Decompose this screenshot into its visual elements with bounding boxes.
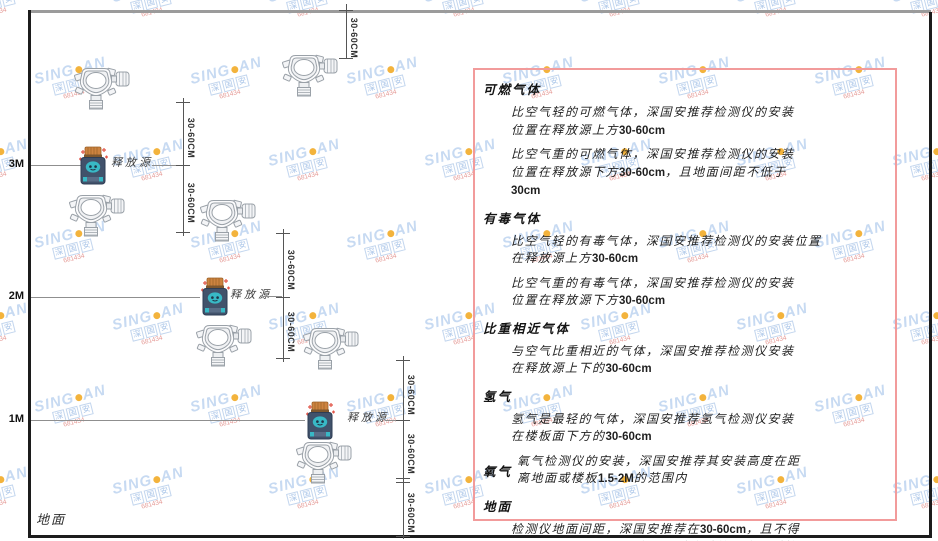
section-paragraph: 氢气是最轻的气体，深国安推荐氢气检测仪安装 在楼板面下方的30-60cm [511,411,795,444]
height-label: 1M [8,413,24,425]
ground-line [28,535,932,538]
dimension-tick [276,358,290,359]
height-label: 2M [8,290,24,302]
dimension-tick [176,165,190,166]
dimension-label-text: 30-60CM [186,117,196,159]
release-source-icon [200,277,230,317]
section-title: 氧气 [483,463,513,479]
dimension-tick [396,482,410,483]
ceiling-line [28,10,931,13]
dimension-tick [276,233,290,234]
dimension-connector-line [152,165,181,166]
gas-detector-icon [296,440,352,484]
dimension-label-text: 30-60CM [406,433,416,475]
section-paragraph: 检测仪地面间距，深国安推荐在30-60cm，且不得小于30cm，因为过低容易水溅… [511,521,801,541]
panel-section: 可燃气体比空气轻的可燃气体，深国安推荐检测仪的安装 位置在释放源上方30-60cm… [475,79,895,201]
dimension-label-text: 30-60CM [406,492,416,534]
wall-line [28,10,31,538]
section-title: 有毒气体 [483,210,542,226]
panel-section: 有毒气体比空气轻的有毒气体，深国安推荐检测仪的安装位置 在释放源上方30-60cm… [475,208,895,311]
section-title: 比重相近气体 [483,320,571,336]
dimension-label-text: 30-60CM [286,249,296,291]
dimension-label: 30-60CM [186,118,237,159]
dimension-label-text: 30-60CM [406,374,416,416]
dimension-label: 30-60CM [406,434,457,475]
dimension-label: 30-60CM [406,493,457,534]
section-paragraph: 氧气检测仪的安装，深国安推荐其安装高度在距 离地面或楼板1.5-2M的范围内 [517,453,801,486]
info-panel: 可燃气体比空气轻的可燃气体，深国安推荐检测仪的安装 位置在释放源上方30-60cm… [473,68,897,541]
dimension-label: 30-60CM [349,18,400,59]
dimension-line [346,4,347,58]
dimension-line [183,98,184,236]
dimension-connector-line [263,296,282,297]
right-border-line [929,12,932,538]
gas-detector-icon [282,53,338,97]
section-paragraph: 与空气比重相近的气体，深国安推荐检测仪安装 在释放源上下的30-60cm [511,343,795,376]
panel-section: 氢气氢气是最轻的气体，深国安推荐氢气检测仪安装 在楼板面下方的30-60cm [475,386,895,447]
release-source-label: 释放源 [230,288,272,301]
panel-section: 氧气 氧气检测仪的安装，深国安推荐其安装高度在距 离地面或楼板1.5-2M的范围内 [475,453,895,489]
dimension-label-text: 30-60CM [286,311,296,353]
dimension-tick [396,360,410,361]
release-source-icon [305,401,335,441]
section-title: 可燃气体 [483,82,542,97]
height-line [31,420,305,421]
height-label: 3M [8,158,24,170]
dimension-tick [176,102,190,103]
dimension-tick [276,297,290,298]
dimension-line [283,229,284,362]
dimension-label: 30-60CM [406,375,457,416]
dimension-label: 30-60CM [286,250,337,291]
gas-detector-icon [303,326,359,370]
gas-detector-icon [74,66,130,110]
dimension-connector-line [386,420,402,421]
section-title: 地面 [483,498,513,514]
section-paragraph: 比空气重的有毒气体，深国安推荐检测仪的安装 位置在释放源下方30-60cm [511,275,795,308]
ground-label: 地面 [36,513,67,528]
gas-detector-icon [69,193,125,237]
section-paragraph: 比空气轻的有毒气体，深国安推荐检测仪的安装位置 在释放源上方30-60cm [511,233,822,266]
dimension-tick [396,478,410,479]
dimension-label-text: 30-60CM [349,17,359,59]
panel-section: 比重相近气体与空气比重相近的气体，深国安推荐检测仪安装 在释放源上下的30-60c… [475,318,895,379]
dimension-tick [176,232,190,233]
dimension-tick [339,58,353,59]
section-paragraph: 比空气轻的可燃气体，深国安推荐检测仪的安装 位置在释放源上方30-60cm [511,105,795,137]
release-source-label: 释放源 [347,411,389,424]
release-source-label: 释放源 [111,156,153,169]
height-line [31,165,82,166]
dimension-tick [396,420,410,421]
section-title: 氢气 [483,388,513,404]
release-source-icon [78,146,108,186]
dimension-line [403,356,404,539]
dimension-label-text: 30-60CM [186,182,196,224]
gas-detector-icon [196,323,252,367]
info-panel-sections: 可燃气体比空气轻的可燃气体，深国安推荐检测仪的安装 位置在释放源上方30-60cm… [475,79,895,541]
dimension-tick [339,10,353,11]
dimension-label: 30-60CM [186,183,237,224]
section-paragraph: 比空气重的可燃气体，深国安推荐检测仪的安装 位置在释放源下方30-60cm，且地面… [511,147,795,197]
height-line [31,297,200,298]
panel-section: 地面检测仪地面间距，深国安推荐在30-60cm，且不得小于30cm，因为过低容易… [475,496,895,541]
gas-detector-icon [200,198,256,242]
dimension-label: 30-60CM [286,312,337,353]
dimension-tick [396,536,410,537]
